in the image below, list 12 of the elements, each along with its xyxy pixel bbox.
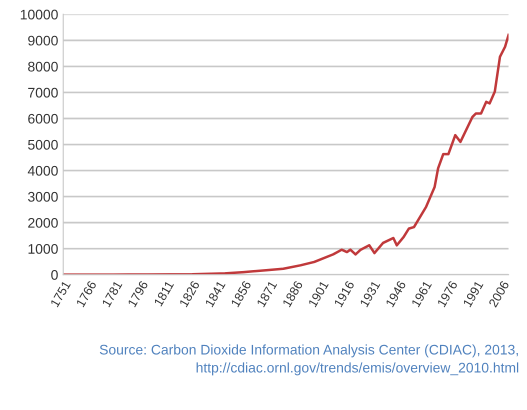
y-tick-label: 9000 [28, 36, 58, 46]
y-tick-label: 6000 [28, 114, 58, 124]
y-tick-label: 4000 [28, 166, 58, 176]
y-tick-label: 7000 [28, 88, 58, 98]
y-tick-label: 5000 [28, 140, 58, 150]
y-tick-label: 0 [51, 270, 58, 280]
y-tick-label: 8000 [28, 62, 58, 72]
y-tick-label: 2000 [28, 218, 58, 228]
y-tick-label: 10000 [20, 10, 58, 20]
source-note: Source: Carbon Dioxide Information Analysis Center (CDIAC), 2013, http://cdiac.ornl.gov/trends/emis/overview_2010.html [100, 344, 518, 376]
y-tick-label: 3000 [28, 192, 58, 202]
y-tick-label: 1000 [28, 244, 58, 254]
